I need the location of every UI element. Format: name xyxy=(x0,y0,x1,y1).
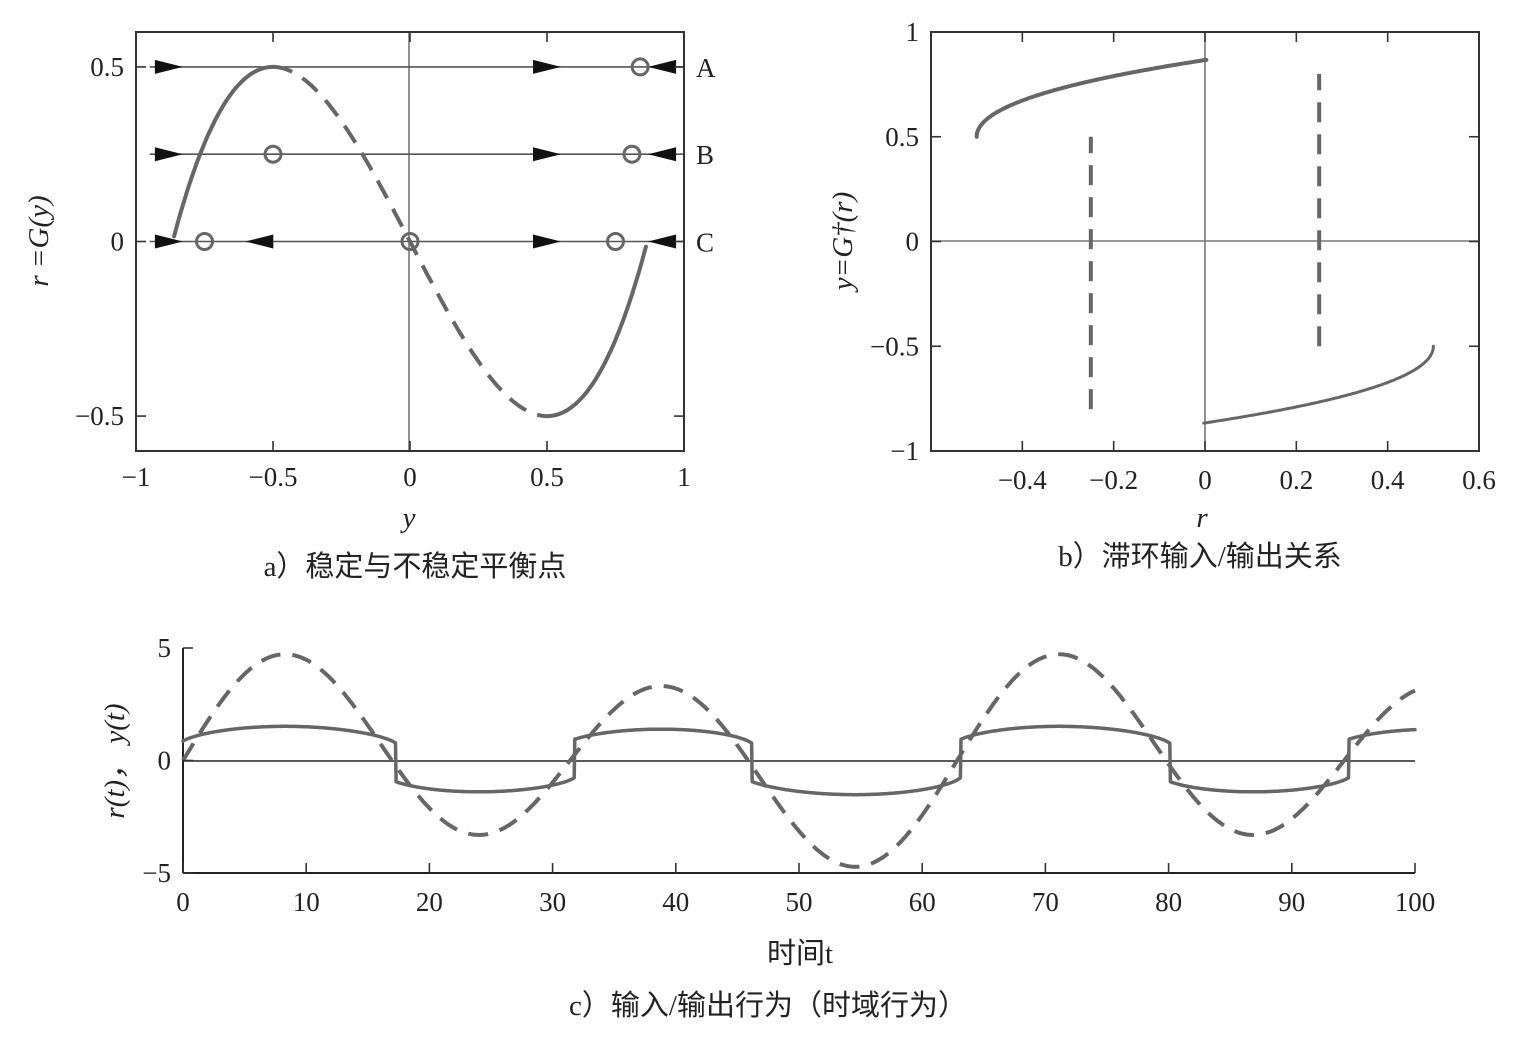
flow-arrow xyxy=(533,234,561,249)
y-tick-label: −0.5 xyxy=(870,331,919,361)
x-tick-label: 0.5 xyxy=(530,462,564,492)
y-tick-label: 0 xyxy=(111,227,125,257)
flow-arrow xyxy=(154,234,183,249)
level-line-label: B xyxy=(696,140,714,170)
y-tick-label: −0.5 xyxy=(75,401,124,431)
y-tick-label: 0.5 xyxy=(90,52,124,82)
x-tick-label: 1 xyxy=(677,462,691,492)
panel-a-caption: a）稳定与不稳定平衡点 xyxy=(264,550,567,583)
x-tick-label: 80 xyxy=(1155,887,1182,917)
stable-branch-curve xyxy=(172,64,275,239)
x-tick-label: −0.5 xyxy=(249,462,298,492)
panel-c: 0 10 20 30 40 50 60 70 80 90 100−505 时间t r(t)， y(t… xyxy=(99,633,1435,1022)
flow-arrow xyxy=(648,234,677,249)
level-line-label: A xyxy=(696,53,716,83)
panel-a-x-label: y xyxy=(400,502,416,534)
y-tick-label: 1 xyxy=(906,17,920,47)
panel-c-x-label: 时间t xyxy=(767,937,833,970)
output-y-curve xyxy=(181,724,1417,797)
flow-arrow xyxy=(533,59,561,74)
x-tick-label: 100 xyxy=(1395,887,1436,917)
x-tick-label: 60 xyxy=(909,887,936,917)
panel-a-level-lines: A B C xyxy=(149,53,716,258)
flow-arrow xyxy=(154,147,183,162)
equilibrium-marker xyxy=(195,232,214,251)
panel-a-frame xyxy=(135,31,685,452)
panel-b-frame xyxy=(930,31,1480,452)
y-tick-label: −5 xyxy=(142,858,171,888)
panel-a-ticks: −1 −0.5 0 0.5 1 −0.5 0 0.5 xyxy=(75,32,691,492)
y-tick-label: 0.5 xyxy=(885,122,919,152)
flow-arrow xyxy=(648,59,677,74)
y-tick-label: 5 xyxy=(158,633,172,663)
lower-branch-curve xyxy=(1202,344,1435,425)
panel-c-ticks: 0 10 20 30 40 50 60 70 80 90 100−505 xyxy=(142,633,1435,917)
panel-b-y-label: y=G†(r) xyxy=(827,192,859,293)
panel-b-x-label: r xyxy=(1196,502,1208,534)
panel-a: A B C −1 −0.5 0 0.5 1 −0.5 0 0.5 y r =G(y) a）稳定与不… xyxy=(23,31,716,583)
equilibrium-marker xyxy=(400,232,420,251)
panel-c-y-label: r(t)， y(t) xyxy=(99,703,131,818)
x-tick-label: 0 xyxy=(176,887,190,917)
x-tick-label: 40 xyxy=(662,887,689,917)
x-tick-label: 90 xyxy=(1278,887,1305,917)
equilibrium-marker xyxy=(263,144,283,164)
x-tick-label: 30 xyxy=(539,887,566,917)
flow-arrow xyxy=(648,147,677,162)
x-tick-label: −0.2 xyxy=(1089,465,1138,495)
level-line-label: C xyxy=(696,228,714,258)
y-tick-label: 0 xyxy=(906,227,920,257)
panel-c-curves xyxy=(181,652,1417,869)
x-tick-label: 10 xyxy=(293,887,320,917)
stable-branch-curve xyxy=(545,244,648,419)
x-tick-label: −1 xyxy=(122,462,151,492)
input-r-curve xyxy=(181,652,1416,869)
panel-b-ticks: −0.4 −0.2 0 0.2 0.4 0.6 −1 −0.5 0 0.5 1 xyxy=(870,17,1496,495)
x-tick-label: 20 xyxy=(416,887,443,917)
panel-c-caption: c）输入/输出行为（时域行为） xyxy=(569,989,967,1022)
x-tick-label: 0 xyxy=(403,462,417,492)
panel-a-equilibria xyxy=(195,57,650,251)
x-tick-label: 70 xyxy=(1032,887,1059,917)
panel-b-curves xyxy=(974,57,1435,425)
x-tick-label: 0.6 xyxy=(1462,465,1496,495)
x-tick-label: 0 xyxy=(1198,465,1212,495)
panel-b: −0.4 −0.2 0 0.2 0.4 0.6−1−0.500.51 r y=G†(r) … xyxy=(827,17,1496,573)
equilibrium-marker xyxy=(622,144,642,164)
equilibrium-marker xyxy=(606,232,625,251)
flow-arrow xyxy=(154,59,183,74)
x-tick-label: 50 xyxy=(786,887,813,917)
upper-branch-curve xyxy=(974,57,1209,139)
equilibrium-marker xyxy=(630,57,650,77)
panel-b-caption: b）滞环输入/输出关系 xyxy=(1058,540,1342,573)
x-tick-label: −0.4 xyxy=(998,465,1047,495)
unstable-branch-curve xyxy=(273,64,547,419)
flow-arrow xyxy=(533,147,561,162)
x-tick-label: 0.4 xyxy=(1371,465,1405,495)
panel-a-y-label: r =G(y) xyxy=(23,195,55,286)
x-tick-label: 0.2 xyxy=(1279,465,1313,495)
y-tick-label: 0 xyxy=(158,746,172,776)
panel-a-curves xyxy=(172,64,648,419)
flow-arrow xyxy=(245,234,274,249)
y-tick-label: −1 xyxy=(890,436,919,466)
